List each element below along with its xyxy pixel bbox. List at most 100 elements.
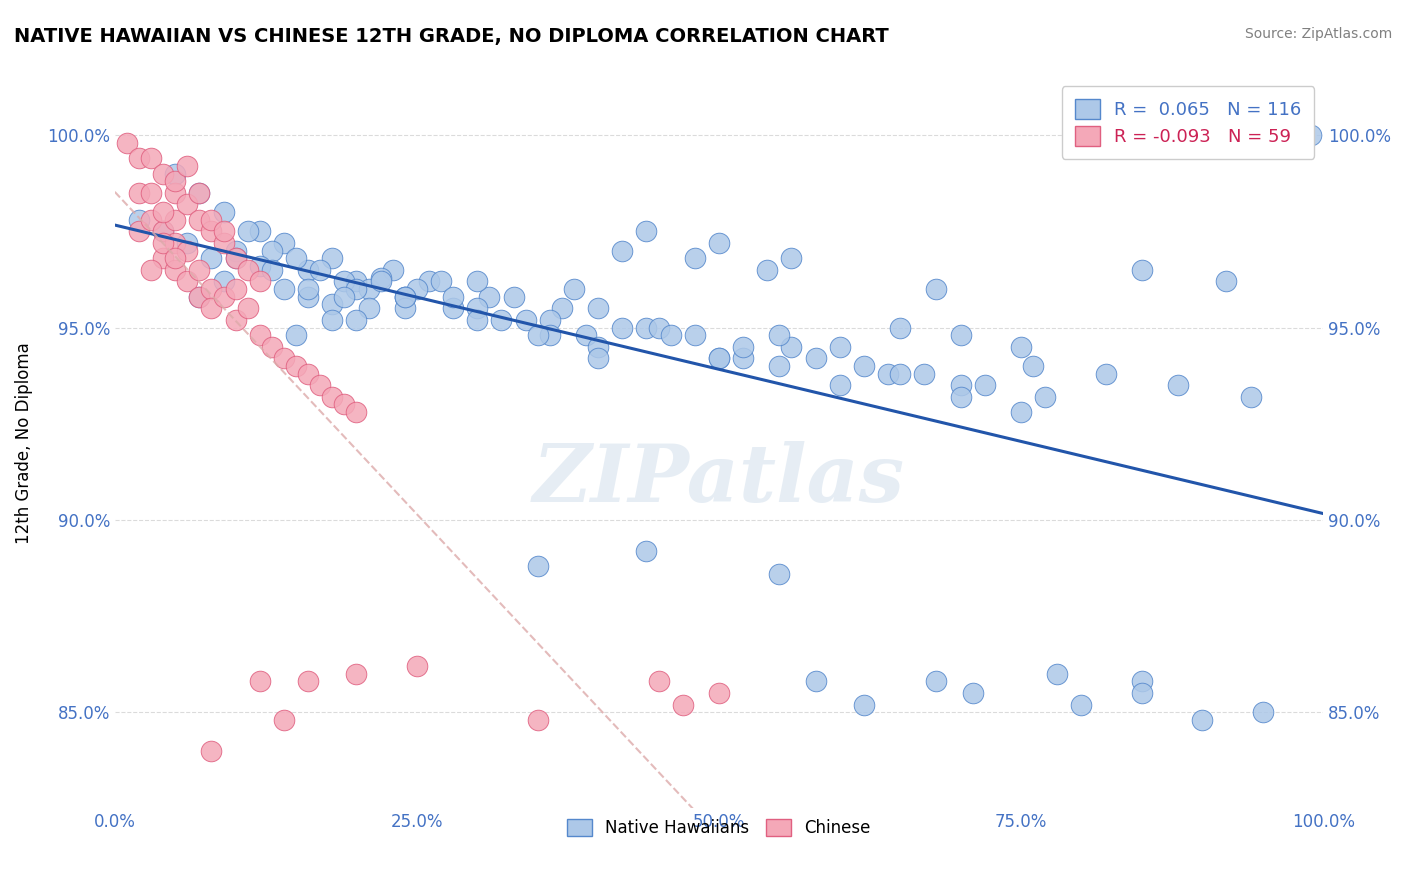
Point [128,186,150,200]
Point [852,698,875,712]
Point [285,359,308,373]
Point [165,252,187,266]
Point [176,274,198,288]
Point [491,313,513,327]
Point [321,297,343,311]
Point [394,290,416,304]
Point [659,328,682,343]
Point [538,313,561,327]
Point [212,224,235,238]
Point [877,367,900,381]
Point [478,290,501,304]
Point [139,262,162,277]
Point [465,301,488,316]
Point [321,313,343,327]
Point [346,666,368,681]
Point [381,262,404,277]
Point [925,282,948,296]
Point [297,282,319,296]
Point [733,340,755,354]
Point [538,328,561,343]
Point [225,252,247,266]
Point [465,274,488,288]
Point [586,301,609,316]
Point [333,397,356,411]
Point [526,713,548,727]
Point [925,674,948,689]
Point [346,405,368,419]
Point [139,212,162,227]
Point [176,197,198,211]
Point [152,224,174,238]
Point [212,290,235,304]
Point [200,282,222,296]
Point [1022,359,1045,373]
Point [647,674,669,689]
Point [333,274,356,288]
Point [249,328,271,343]
Point [949,378,972,392]
Point [188,290,211,304]
Point [297,262,319,277]
Point [562,282,585,296]
Point [707,351,730,366]
Point [441,301,464,316]
Point [139,186,162,200]
Point [225,282,247,296]
Point [1010,340,1032,354]
Text: ZIPatlas: ZIPatlas [533,441,905,518]
Point [357,282,380,296]
Point [1010,405,1032,419]
Point [394,290,416,304]
Point [152,235,174,250]
Point [260,244,283,258]
Point [200,744,222,758]
Point [176,235,198,250]
Point [152,205,174,219]
Point [962,686,984,700]
Point [128,151,150,165]
Point [586,340,609,354]
Point [128,212,150,227]
Point [165,262,187,277]
Point [804,674,827,689]
Point [707,235,730,250]
Point [465,313,488,327]
Y-axis label: 12th Grade, No Diploma: 12th Grade, No Diploma [15,342,32,544]
Point [273,713,295,727]
Point [249,224,271,238]
Point [756,262,779,277]
Point [225,252,247,266]
Point [115,136,138,150]
Point [973,378,995,392]
Point [1299,128,1322,143]
Point [346,313,368,327]
Point [636,543,658,558]
Point [672,698,695,712]
Point [285,328,308,343]
Point [1215,274,1237,288]
Point [1251,705,1274,719]
Point [852,359,875,373]
Point [394,301,416,316]
Text: Source: ZipAtlas.com: Source: ZipAtlas.com [1244,27,1392,41]
Point [1130,262,1153,277]
Point [394,290,416,304]
Point [165,186,187,200]
Point [165,174,187,188]
Point [273,351,295,366]
Point [828,378,851,392]
Point [780,252,803,266]
Point [165,235,187,250]
Point [768,328,790,343]
Point [575,328,598,343]
Point [165,167,187,181]
Point [526,559,548,574]
Point [139,151,162,165]
Point [707,686,730,700]
Point [225,244,247,258]
Point [212,274,235,288]
Point [1033,390,1056,404]
Point [249,674,271,689]
Point [260,262,283,277]
